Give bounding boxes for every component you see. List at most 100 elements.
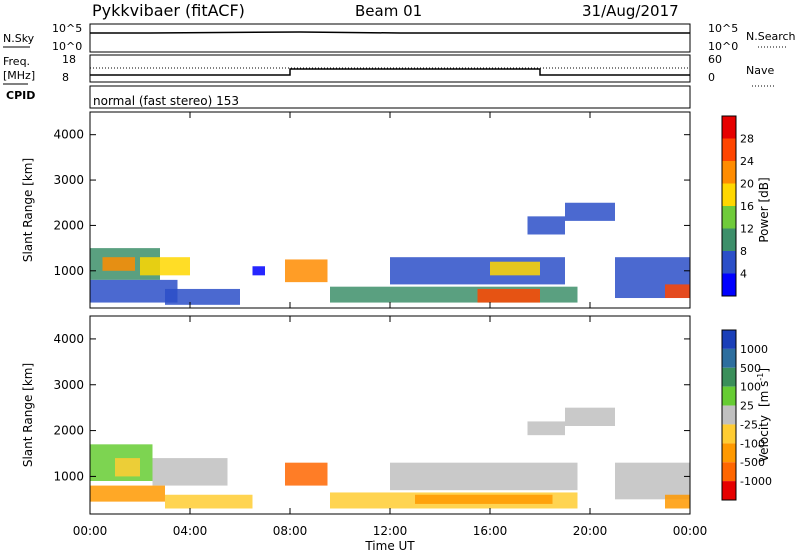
power-ytick-label: 1000 — [53, 264, 84, 278]
power-ylabel: Slant Range [km] — [21, 158, 35, 262]
power-ytick-label: 3000 — [53, 173, 84, 187]
vel-echo-region — [115, 458, 140, 477]
power-colorbar-tick: 8 — [740, 245, 747, 258]
vel-colorbar-swatch — [722, 348, 736, 368]
velocity-colorbar-title: Velocity — [757, 415, 771, 462]
freq-tick-top: 18 — [62, 53, 76, 66]
vel-colorbar-swatch — [722, 424, 736, 444]
vel-colorbar-swatch — [722, 481, 736, 500]
power-colorbar-tick: 12 — [740, 223, 754, 236]
power-y-ticks: 1000 2000 3000 4000 — [53, 128, 690, 278]
beam-title: Beam 01 — [355, 2, 422, 20]
vel-colorbar-tick: -1000 — [740, 475, 772, 488]
cpid-label: CPID — [6, 89, 35, 102]
power-colorbar-swatch — [722, 183, 736, 206]
vel-xtick-label: 12:00 — [373, 524, 408, 538]
freq-unit: [MHz] — [3, 69, 35, 82]
nave-tick-bottom: 0 — [708, 71, 715, 84]
cpid-mode: normal (fast stereo) 153 — [93, 94, 239, 108]
nave-label: Nave — [746, 64, 774, 77]
power-echo-region — [140, 257, 190, 276]
power-echo-region — [477, 288, 540, 303]
vel-echo-region — [527, 421, 565, 436]
power-echo-region — [665, 284, 690, 299]
velocity-colorbar-unit: [m s — [757, 381, 771, 407]
vel-echo-region — [565, 407, 615, 426]
vel-xtick-label: 16:00 — [473, 524, 508, 538]
vel-colorbar-tick: -500 — [740, 456, 765, 469]
power-echo-region — [285, 259, 328, 283]
power-colorbar-frame — [721, 115, 737, 297]
power-colorbar-swatch — [722, 273, 736, 296]
vel-colorbar-tick: 25 — [740, 400, 754, 413]
vel-colorbar-tick: -25 — [740, 418, 758, 431]
vel-colorbar-swatch — [722, 462, 736, 482]
nsearch-tick-top: 10^5 — [708, 22, 738, 35]
power-colorbar-tick: 16 — [740, 200, 754, 213]
vel-colorbar-tick: -100 — [740, 437, 765, 450]
power-ytick-label: 4000 — [53, 128, 84, 142]
vel-xtick-label: 20:00 — [573, 524, 608, 538]
power-colorbar-swatch — [722, 116, 736, 139]
cpid-frame — [89, 85, 691, 109]
vel-echo-region — [415, 494, 553, 504]
vel-ytick-label: 3000 — [53, 378, 84, 392]
vel-echo-region — [390, 462, 578, 491]
vel-ytick-label: 1000 — [53, 469, 84, 483]
power-echo-region — [252, 266, 265, 276]
velocity-colorbar: 1000 500 100 25 -25 -100 -500 -1000 — [721, 329, 772, 501]
power-colorbar-swatch — [722, 161, 736, 184]
vel-colorbar-frame — [721, 329, 737, 501]
power-panel: 1000 2000 3000 4000 Slant Range [km] 4 8 12 16… — [21, 111, 771, 309]
vel-colorbar-swatch — [722, 330, 736, 349]
vel-colorbar-swatch — [722, 405, 736, 425]
vel-ytick-label: 2000 — [53, 424, 84, 438]
vel-echo-region — [90, 485, 165, 502]
vel-colorbar-tick: 100 — [740, 381, 761, 394]
velocity-colorbar-unit-exp: -1 — [756, 373, 765, 381]
date-title: 31/Aug/2017 — [582, 2, 679, 20]
power-echo-region — [90, 279, 178, 303]
vel-xtick-label: 00:00 — [73, 524, 108, 538]
x-axis-label: Time UT — [364, 539, 415, 553]
freq-label: Freq. — [3, 55, 30, 68]
power-x-ticks — [89, 112, 691, 308]
power-echo-region — [565, 202, 615, 221]
vel-echo-region — [165, 494, 253, 509]
velocity-data-layer — [90, 407, 690, 509]
freq-trace — [90, 68, 690, 76]
velocity-panel: 1000 2000 3000 4000 00:00 04:00 08:00 12:00 16:… — [21, 315, 772, 538]
vel-echo-region — [665, 494, 690, 509]
power-ytick-label: 2000 — [53, 218, 84, 232]
velocity-x-ticks: 00:00 04:00 08:00 12:00 16:00 20:00 00:00 — [73, 316, 708, 538]
vel-colorbar-swatch — [722, 443, 736, 463]
vel-echo-region — [615, 462, 690, 500]
power-colorbar-tick: 24 — [740, 155, 754, 168]
power-colorbar-swatch — [722, 138, 736, 161]
nave-tick-top: 60 — [708, 53, 722, 66]
vel-echo-region — [285, 462, 328, 486]
power-colorbar-swatch — [722, 228, 736, 251]
velocity-colorbar-unit-close: ] — [757, 368, 771, 373]
nsky-panel: N.Sky 10^5 10^0 10^5 10^0 N.Search — [3, 22, 796, 53]
velocity-colorbar-label: Velocity [m s-1] — [756, 368, 771, 462]
nsky-trace — [90, 31, 690, 34]
nsky-tick-bottom: 10^0 — [52, 40, 82, 53]
velocity-ylabel: Slant Range [km] — [21, 363, 35, 467]
nsearch-tick-bottom: 10^0 — [708, 40, 738, 53]
vel-xtick-label: 08:00 — [273, 524, 308, 538]
power-echo-region — [490, 261, 540, 276]
nsky-label: N.Sky — [3, 32, 35, 45]
power-colorbar-swatch — [722, 251, 736, 274]
power-echo-region — [165, 288, 240, 305]
power-echo-region — [330, 286, 578, 303]
cpid-panel: CPID normal (fast stereo) 153 — [6, 85, 691, 109]
station-title: Pykkvibaer (fitACF) — [92, 1, 245, 20]
power-data-layer — [90, 202, 690, 305]
vel-colorbar-tick: 1000 — [740, 343, 768, 356]
vel-colorbar-swatch — [722, 386, 736, 406]
power-colorbar-label: Power [dB] — [757, 177, 771, 242]
vel-xtick-label: 00:00 — [673, 524, 708, 538]
velocity-y-ticks: 1000 2000 3000 4000 — [53, 332, 690, 483]
